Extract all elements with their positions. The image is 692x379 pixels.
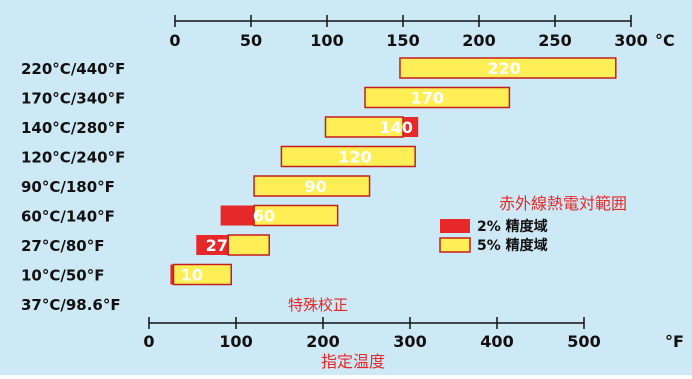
bar-data-label: 220 <box>487 59 520 78</box>
category-label: 120°C/240°F <box>21 149 125 167</box>
top-axis-tick-label: 0 <box>169 31 180 50</box>
top-axis-tick-label: 100 <box>310 31 343 50</box>
bottom-axis-tick-label: 100 <box>219 332 252 351</box>
bar-5pct <box>228 235 269 255</box>
top-axis-tick-label: 150 <box>386 31 419 50</box>
bottom-axis-tick-label: 400 <box>480 332 513 351</box>
bar-data-label: 60 <box>253 207 275 226</box>
bar-data-label: 10 <box>181 266 203 285</box>
bar-data-label: 170 <box>411 89 444 108</box>
legend-swatch-2pct <box>440 219 470 233</box>
bar-data-label: 27 <box>206 236 228 255</box>
bottom-axis-tick-label: 500 <box>567 332 600 351</box>
category-label: 90°C/180°F <box>21 178 115 196</box>
category-label: 60°C/140°F <box>21 208 115 226</box>
bottom-axis-tick-label: 200 <box>306 332 339 351</box>
category-label: 10°C/50°F <box>21 267 104 285</box>
category-label: 220°C/440°F <box>21 60 125 78</box>
bottom-axis-tick-label: 300 <box>393 332 426 351</box>
bar-data-label: 120 <box>338 148 371 167</box>
top-axis-tick-label: 50 <box>240 31 262 50</box>
top-axis-tick-label: 300 <box>614 31 647 50</box>
top-axis-tick-label: 250 <box>538 31 571 50</box>
bottom-axis-unit: °F <box>665 332 684 351</box>
legend-title: 赤外線熱電対範囲 <box>499 194 627 213</box>
bar-data-label: 140 <box>379 118 412 137</box>
legend-entry: 2% 精度域 <box>477 218 548 235</box>
category-label: 37°C/98.6°F <box>21 296 121 314</box>
legend-swatch-5pct <box>440 238 470 252</box>
bottom-axis-title: 指定温度 <box>321 352 385 371</box>
top-axis-tick-label: 200 <box>462 31 495 50</box>
bottom-axis-tick-label: 0 <box>143 332 154 351</box>
special-calibration-label: 特殊校正 <box>288 296 348 314</box>
category-label: 170°C/340°F <box>21 90 125 108</box>
category-label: 140°C/280°F <box>21 119 125 137</box>
category-label: 27°C/80°F <box>21 237 104 255</box>
legend-entry: 5% 精度域 <box>477 237 548 254</box>
bar-data-label: 90 <box>304 177 326 196</box>
top-axis-unit: °C <box>655 31 675 50</box>
